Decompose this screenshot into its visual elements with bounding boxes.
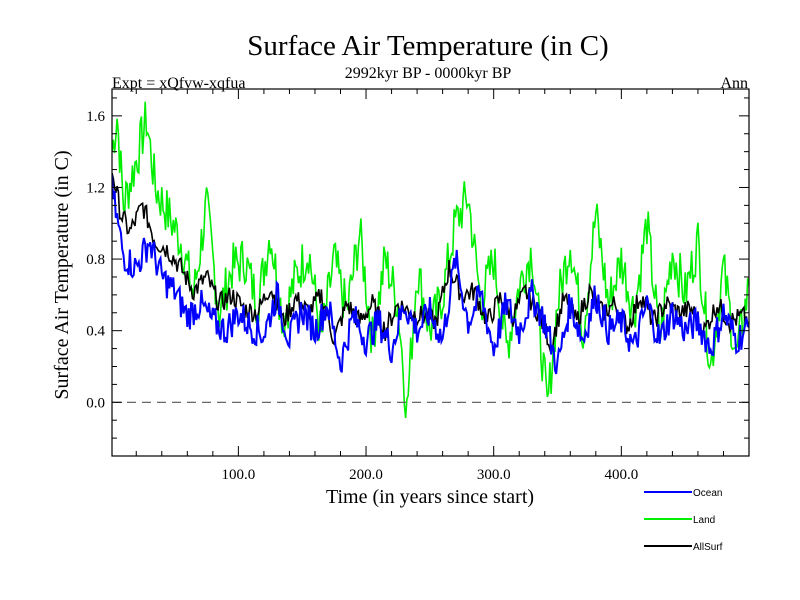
y-tick-label: 0.8 [86, 252, 105, 268]
series-line-land [112, 101, 749, 418]
legend-label-ocean: Ocean [693, 488, 722, 499]
x-axis-label: Time (in years since start) [326, 486, 534, 508]
chart-subtitle: 2992kyr BP - 0000kyr BP [345, 65, 512, 82]
y-tick-label: 1.6 [86, 109, 105, 125]
chart-title: Surface Air Temperature (in C) [247, 30, 608, 62]
axes-layer: 100.0 200.0 300.0 400.0 0.0 0.4 0.8 1.2 1.6 [86, 88, 750, 483]
series-line-ocean [112, 175, 749, 375]
legend-label-allsurf: AllSurf [693, 542, 723, 553]
x-tick-label: 200.0 [349, 467, 383, 483]
series-layer [112, 101, 749, 418]
y-tick-label: 0.0 [86, 395, 105, 411]
legend: Ocean Land AllSurf [644, 488, 723, 553]
x-tick-label: 300.0 [477, 467, 511, 483]
x-tick-label: 400.0 [604, 467, 638, 483]
plot-frame [111, 88, 750, 457]
y-axis-label: Surface Air Temperature (in C) [51, 150, 73, 399]
y-tick-label: 1.2 [86, 180, 105, 196]
x-tick-label: 100.0 [222, 467, 256, 483]
period-label: Ann [720, 75, 748, 92]
expt-label: Expt = xQfvw-xqfua [112, 75, 245, 92]
legend-label-land: Land [693, 515, 715, 526]
y-tick-label: 0.4 [86, 324, 105, 340]
